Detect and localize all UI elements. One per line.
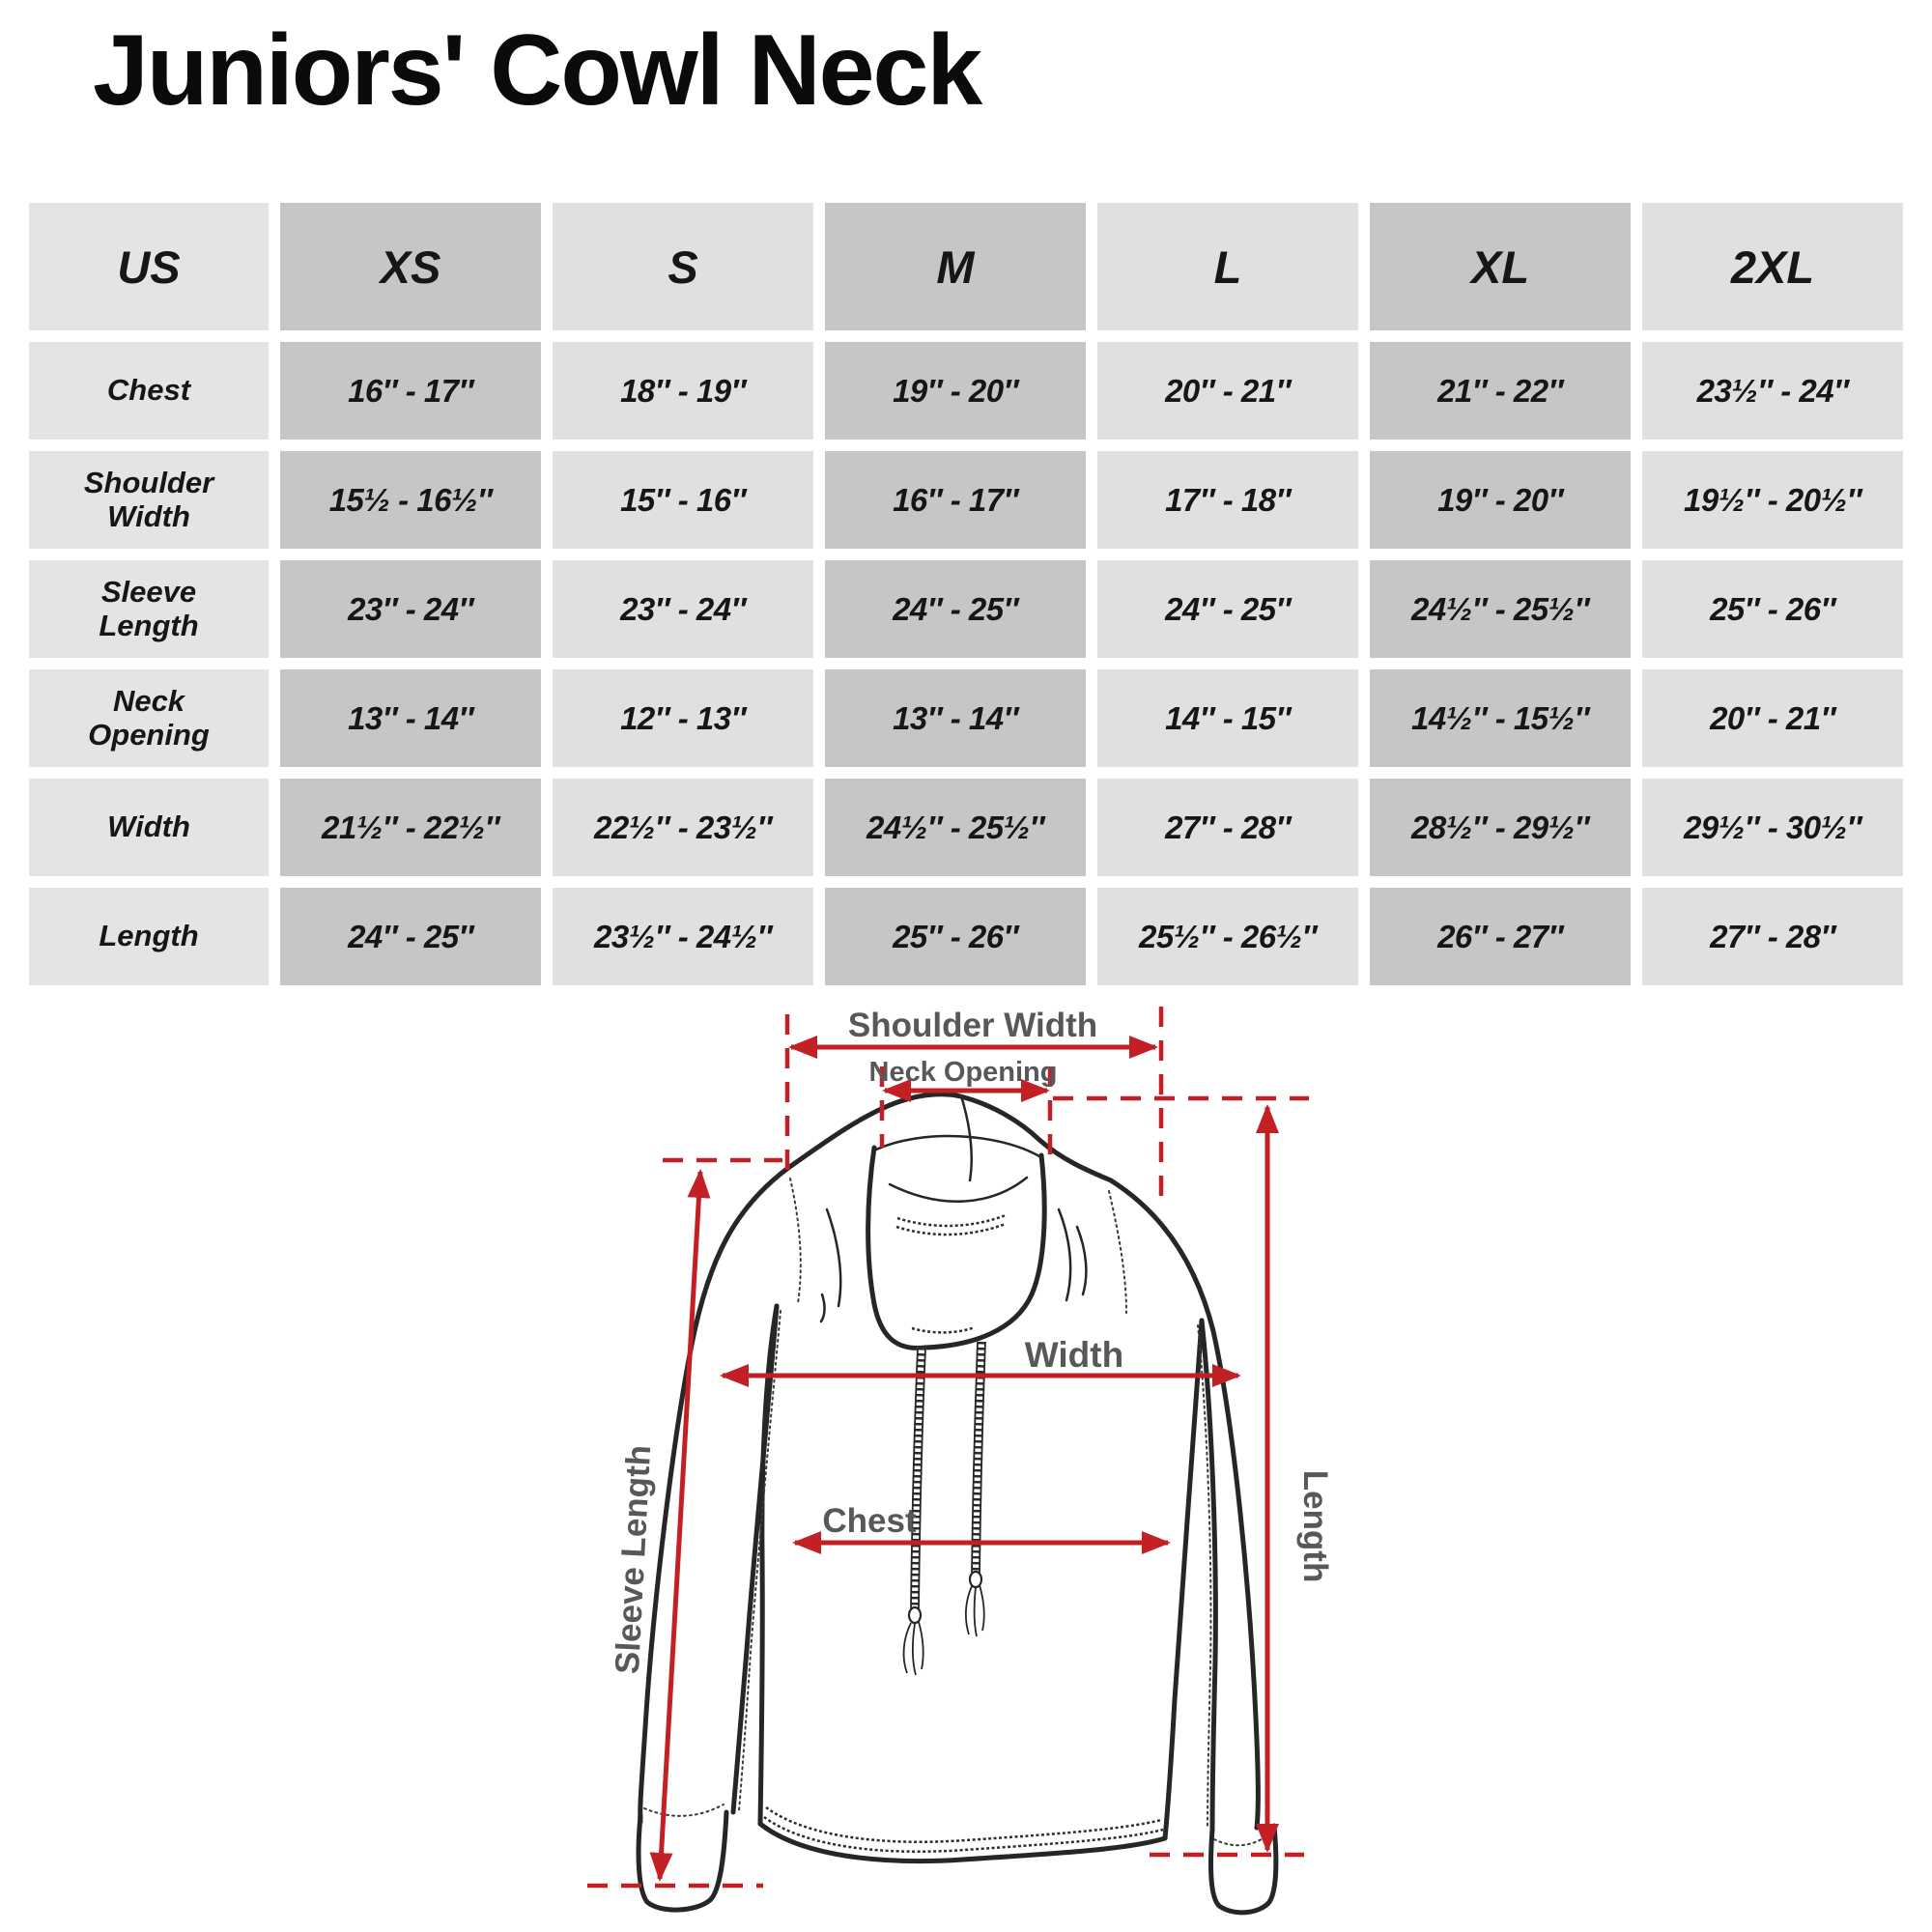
cowl-peak-crease [960,1097,973,1182]
cell-shoulder-width-s: 15″ - 16″ [553,451,813,549]
sleeve-length-arrow [649,1169,711,1882]
cuff-seam-left [643,1804,724,1817]
row-label-text: Sleeve Length [99,575,199,642]
cell-width-m: 24½″ - 25½″ [825,779,1086,876]
row-label-text: Length [99,919,199,953]
garment-measurement-diagram: Shoulder Width Neck Opening Width Chest … [587,1007,1334,1916]
sleeve-seam-right [1197,1324,1212,1827]
cell-neck-opening-s: 12″ - 13″ [553,669,813,767]
cell-chest-xs: 16″ - 17″ [280,342,541,440]
sleeve-right-inner [1199,1318,1218,1833]
neck-opening-label: Neck Opening [869,1057,1058,1088]
chest-label: Chest [822,1502,917,1540]
cell-sleeve-length-2xl: 25″ - 26″ [1642,560,1903,658]
cowl-lower-stitch [911,1325,976,1334]
neck-rib-stitch-bottom [895,1222,1007,1236]
cell-neck-opening-2xl: 20″ - 21″ [1642,669,1903,767]
armhole-seam-right [1108,1190,1127,1314]
row-label-text: Shoulder Width [83,466,214,533]
column-header-s: S [553,203,813,330]
sleeve-left-inner [730,1303,780,1815]
cuff-left [636,1809,729,1913]
width-label: Width [1025,1335,1123,1375]
cowl-inner-fold [888,1176,1029,1203]
cell-sleeve-length-l: 24″ - 25″ [1097,560,1358,658]
cell-width-s: 22½″ - 23½″ [553,779,813,876]
column-header-xl: XL [1370,203,1631,330]
hem-stitch-bottom [763,1815,1164,1853]
cell-width-xl: 28½″ - 29½″ [1370,779,1631,876]
shoulder-width-label: Shoulder Width [848,1007,1097,1044]
dimension-lines [587,1007,1309,1889]
row-label-text: Width [107,810,190,844]
armhole-seam-left [789,1178,802,1304]
collar-fold-right-small [1075,1225,1088,1296]
length-label: Length [1296,1470,1334,1583]
cell-length-xl: 26″ - 27″ [1370,888,1631,985]
cell-neck-opening-l: 14″ - 15″ [1097,669,1358,767]
cell-length-m: 25″ - 26″ [825,888,1086,985]
cell-length-s: 23½″ - 24½″ [553,888,813,985]
collar-fold-left [825,1208,842,1308]
cowl-neck-sweatshirt-drawing [636,1092,1279,1916]
cell-chest-m: 19″ - 20″ [825,342,1086,440]
cell-neck-opening-xs: 13″ - 14″ [280,669,541,767]
row-label-neck-opening: Neck Opening [29,669,269,767]
sleeve-left-outline [638,1165,791,1825]
body-right-edge [1162,1318,1205,1841]
row-label-width: Width [29,779,269,876]
cowl-collar-outline [785,1092,1114,1183]
cell-chest-s: 18″ - 19″ [553,342,813,440]
row-label-sleeve-length: Sleeve Length [29,560,269,658]
cowl-opening [866,1145,1047,1351]
page-title: Juniors' Cowl Neck [93,14,982,127]
cuff-seam-right [1213,1833,1271,1847]
cell-width-2xl: 29½″ - 30½″ [1642,779,1903,876]
hem [757,1821,1168,1864]
cell-sleeve-length-xl: 24½″ - 25½″ [1370,560,1631,658]
column-header-2xl: 2XL [1642,203,1903,330]
drawstring-right [965,1341,986,1637]
cell-width-l: 27″ - 28″ [1097,779,1358,876]
sleeve-seam-left [738,1310,781,1811]
cell-shoulder-width-m: 16″ - 17″ [825,451,1086,549]
row-label-length: Length [29,888,269,985]
cell-chest-2xl: 23½″ - 24″ [1642,342,1903,440]
cell-chest-l: 20″ - 21″ [1097,342,1358,440]
size-chart-table: US XS S M L XL 2XL Chest 16″ - 17″ 18″ -… [29,203,1903,985]
cell-chest-xl: 21″ - 22″ [1370,342,1631,440]
column-header-l: L [1097,203,1358,330]
cell-shoulder-width-l: 17″ - 18″ [1097,451,1358,549]
row-label-chest: Chest [29,342,269,440]
row-label-shoulder-width: Shoulder Width [29,451,269,549]
cell-shoulder-width-xs: 15½ - 16½″ [280,451,541,549]
hem-stitch-top [765,1805,1162,1843]
cell-sleeve-length-s: 23″ - 24″ [553,560,813,658]
cell-length-l: 25½″ - 26½″ [1097,888,1358,985]
cell-shoulder-width-2xl: 19½″ - 20½″ [1642,451,1903,549]
sleeve-right-outline [1108,1178,1261,1831]
neck-rib-stitch-top [896,1213,1007,1228]
column-header-xs: XS [280,203,541,330]
cell-length-xs: 24″ - 25″ [280,888,541,985]
body-left-edge [757,1303,780,1827]
cell-neck-opening-m: 13″ - 14″ [825,669,1086,767]
column-header-m: M [825,203,1086,330]
row-label-text: Neck Opening [88,684,210,752]
cell-shoulder-width-xl: 19″ - 20″ [1370,451,1631,549]
collar-fold-right [1057,1208,1072,1302]
cell-neck-opening-xl: 14½″ - 15½″ [1370,669,1631,767]
column-header-us: US [29,203,269,330]
cell-width-xs: 21½″ - 22½″ [280,779,541,876]
cowl-inner-top-edge [874,1134,1041,1158]
cell-sleeve-length-xs: 23″ - 24″ [280,560,541,658]
row-label-text: Chest [106,373,191,408]
cell-length-2xl: 27″ - 28″ [1642,888,1903,985]
cell-sleeve-length-m: 24″ - 25″ [825,560,1086,658]
collar-fold-left-small [819,1293,826,1323]
cuff-right [1208,1823,1279,1916]
